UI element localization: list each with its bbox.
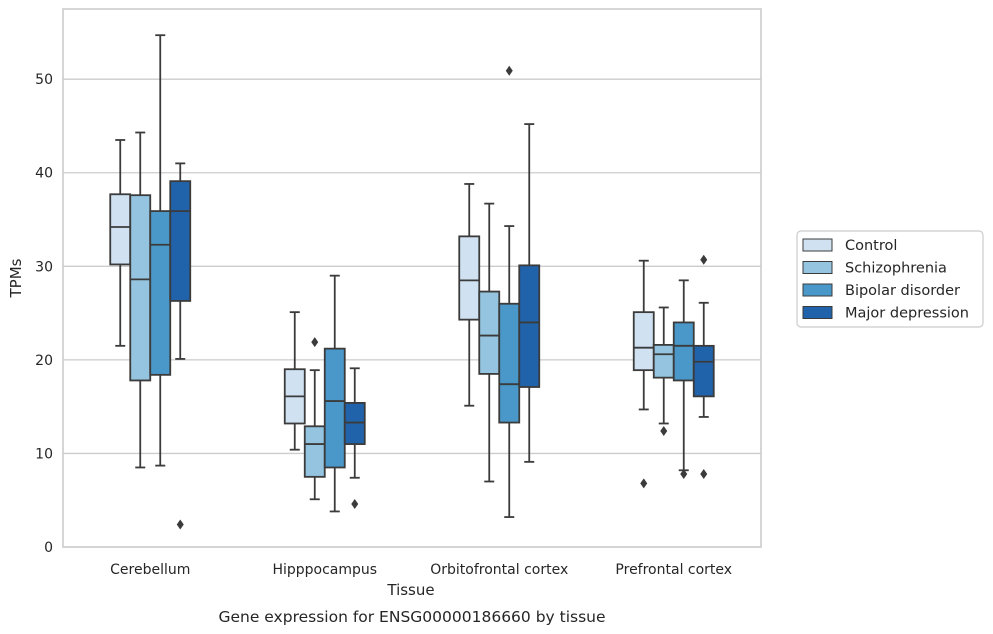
- x-axis-ticks: Cerebellum Hipppocampus Orbitofrontal cort…: [110, 562, 732, 578]
- legend-item-bipolar-disorder: Bipolar disorder: [802, 283, 960, 299]
- box-iqr: [343, 402, 366, 445]
- box-bipolar-disorder-orbitofrontal-cortex: [498, 65, 521, 518]
- box-iqr: [652, 343, 675, 379]
- box-iqr: [692, 344, 715, 398]
- x-tick-label: Cerebellum: [110, 562, 190, 578]
- legend-label: Bipolar disorder: [845, 283, 960, 299]
- box-control-prefrontal-cortex: [632, 259, 655, 489]
- box-control-cerebellum: [109, 139, 132, 347]
- box-schizophrenia-hipppocampus: [303, 337, 326, 501]
- box-schizophrenia-orbitofrontal-cortex: [478, 202, 501, 483]
- plot-frame: [62, 8, 762, 548]
- box-iqr: [478, 290, 501, 375]
- box-plot-area: [109, 34, 715, 530]
- x-axis-label: Tissue: [386, 581, 434, 599]
- outlier-point: [176, 519, 184, 530]
- legend-item-control: Control: [802, 238, 897, 254]
- legend-swatch: [802, 238, 833, 252]
- outlier-point: [680, 469, 688, 480]
- legend-label: Schizophrenia: [845, 261, 947, 277]
- y-tick-label: 40: [35, 166, 53, 182]
- box-control-hipppocampus: [283, 311, 306, 451]
- legend-label: Major depression: [845, 306, 969, 322]
- box-iqr: [149, 210, 172, 376]
- box-iqr: [129, 194, 152, 382]
- legend-swatch: [802, 283, 833, 297]
- outlier-point: [311, 337, 319, 348]
- box-schizophrenia-cerebellum: [129, 131, 152, 469]
- legend-frame: [796, 230, 984, 328]
- legend-swatch: [802, 306, 833, 319]
- outlier-point: [660, 425, 668, 436]
- legend-swatch: [802, 261, 833, 274]
- y-tick-label: 0: [44, 540, 53, 556]
- box-iqr: [672, 321, 695, 382]
- legend-label: Control: [845, 238, 897, 254]
- legend-item-schizophrenia: Schizophrenia: [802, 261, 947, 277]
- outlier-point: [351, 498, 359, 509]
- box-bipolar-disorder-cerebellum: [149, 34, 172, 467]
- outlier-point: [700, 469, 708, 480]
- box-iqr: [303, 425, 326, 478]
- box-major-depression-cerebellum: [169, 162, 192, 530]
- box-iqr: [169, 180, 192, 302]
- box-iqr: [109, 193, 132, 266]
- box-major-depression-hipppocampus: [343, 367, 366, 509]
- legend: Control Schizophrenia Bipolar disorder Majo…: [796, 230, 984, 328]
- outlier-point: [700, 254, 708, 265]
- box-iqr: [518, 264, 541, 388]
- box-bipolar-disorder-hipppocampus: [323, 274, 346, 513]
- box-iqr: [458, 235, 481, 321]
- y-axis-ticks: 0 10 20 30 40 50: [35, 72, 53, 556]
- x-tick-label: Hipppocampus: [272, 562, 377, 578]
- y-tick-label: 50: [35, 72, 53, 88]
- box-iqr: [323, 347, 346, 469]
- box-control-orbitofrontal-cortex: [458, 183, 481, 407]
- box-major-depression-orbitofrontal-cortex: [518, 123, 541, 463]
- box-bipolar-disorder-prefrontal-cortex: [672, 279, 695, 480]
- y-tick-label: 20: [35, 353, 53, 369]
- box-schizophrenia-prefrontal-cortex: [652, 306, 675, 436]
- x-tick-label: Orbitofrontal cortex: [430, 562, 568, 578]
- box-iqr: [632, 311, 655, 372]
- box-iqr: [498, 302, 521, 424]
- outlier-point: [505, 65, 513, 76]
- figure-caption: Gene expression for ENSG00000186660 by t…: [218, 608, 605, 626]
- x-tick-label: Prefrontal cortex: [615, 562, 732, 578]
- outlier-point: [640, 478, 648, 489]
- box-major-depression-prefrontal-cortex: [692, 254, 715, 480]
- y-tick-label: 30: [35, 259, 53, 275]
- y-axis-label: TPMs: [7, 258, 25, 298]
- y-tick-label: 10: [35, 446, 53, 462]
- legend-item-major-depression: Major depression: [802, 306, 969, 322]
